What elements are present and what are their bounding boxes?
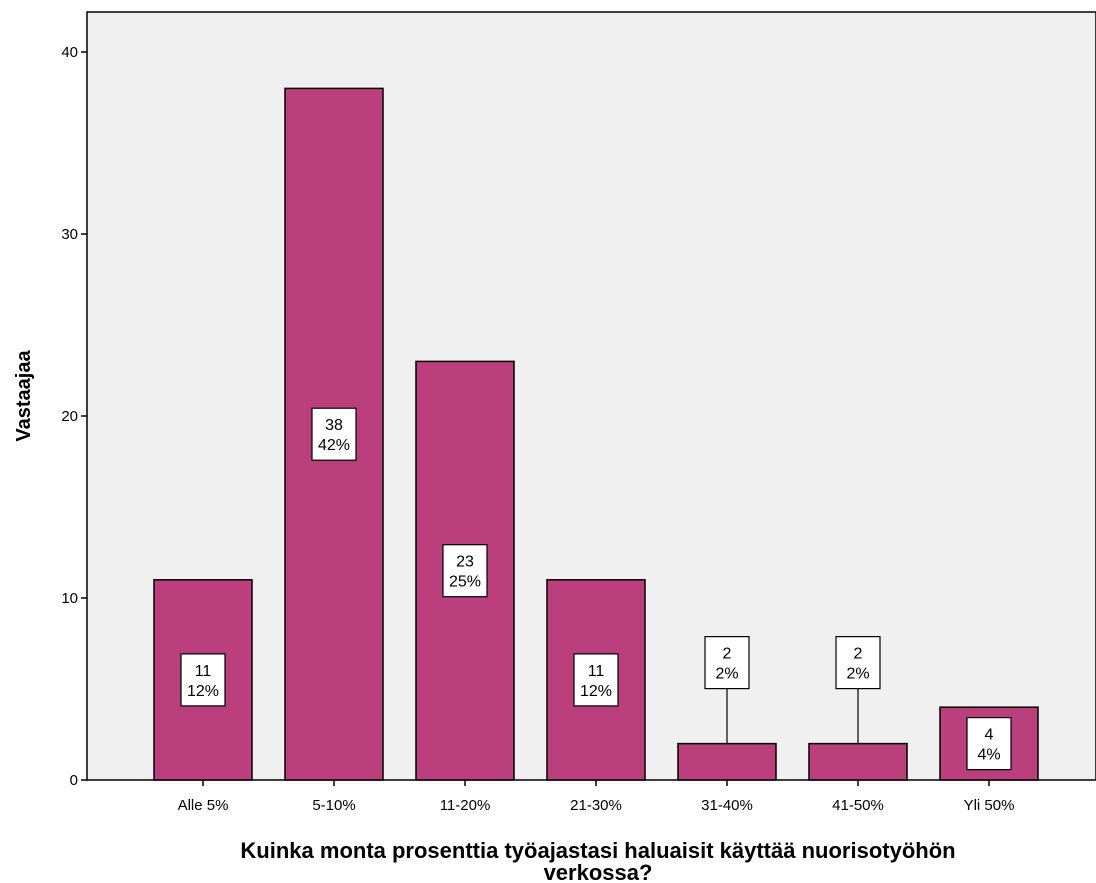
x-tick-label: 11-20%	[440, 797, 491, 814]
data-label-percent: 2%	[846, 666, 869, 683]
y-tick-label: 10	[61, 590, 78, 607]
data-label-count: 23	[456, 554, 474, 571]
data-label: 44%	[966, 716, 1012, 771]
data-label-count: 4	[985, 727, 994, 744]
x-tick-label: Alle 5%	[178, 797, 229, 814]
data-label-count: 11	[195, 663, 212, 680]
y-tick-label: 30	[61, 226, 78, 243]
data-label: 22%	[704, 635, 750, 690]
x-tick-label: 5-10%	[312, 797, 355, 814]
data-label-percent: 25%	[449, 574, 481, 591]
data-label-box	[835, 635, 881, 690]
y-axis-title: Vastaajaa	[13, 350, 35, 442]
data-label-box	[704, 635, 750, 690]
data-label-percent: 42%	[318, 437, 350, 454]
data-label-box	[180, 653, 226, 707]
y-tick-label: 0	[70, 772, 78, 789]
y-tick-label: 40	[61, 44, 78, 61]
data-label-percent: 4%	[977, 747, 1000, 764]
data-label-percent: 12%	[187, 683, 219, 700]
data-label-box	[311, 407, 357, 461]
x-axis-title-line-1: Kuinka monta prosenttia työajastasi halu…	[240, 838, 955, 863]
data-label-box	[573, 653, 619, 707]
bar	[153, 579, 253, 781]
x-axis: Alle 5% 5-10% 11-20% 21-30% 31-40% 41-50% Yli …	[178, 780, 1015, 814]
data-label-box	[442, 544, 488, 598]
x-tick-label: 41-50%	[832, 797, 884, 814]
bar	[808, 742, 908, 781]
y-axis: 0 10 20 30 40	[61, 44, 87, 789]
bar	[677, 742, 777, 781]
x-tick-label: 21-30%	[570, 797, 622, 814]
data-label: 22%	[835, 635, 881, 690]
x-tick-label: Yli 50%	[964, 797, 1015, 814]
data-label-count: 2	[854, 646, 863, 663]
data-label-percent: 2%	[715, 666, 738, 683]
y-tick-label: 20	[61, 408, 78, 425]
bars-group	[153, 87, 1039, 781]
data-label-box	[966, 716, 1012, 771]
data-label-count: 11	[588, 663, 605, 680]
x-tick-label: 31-40%	[701, 797, 753, 814]
data-label-count: 38	[325, 417, 343, 434]
data-label-percent: 12%	[580, 683, 612, 700]
data-label-count: 2	[723, 646, 732, 663]
x-axis-title-line-2: verkossa?	[544, 860, 653, 883]
